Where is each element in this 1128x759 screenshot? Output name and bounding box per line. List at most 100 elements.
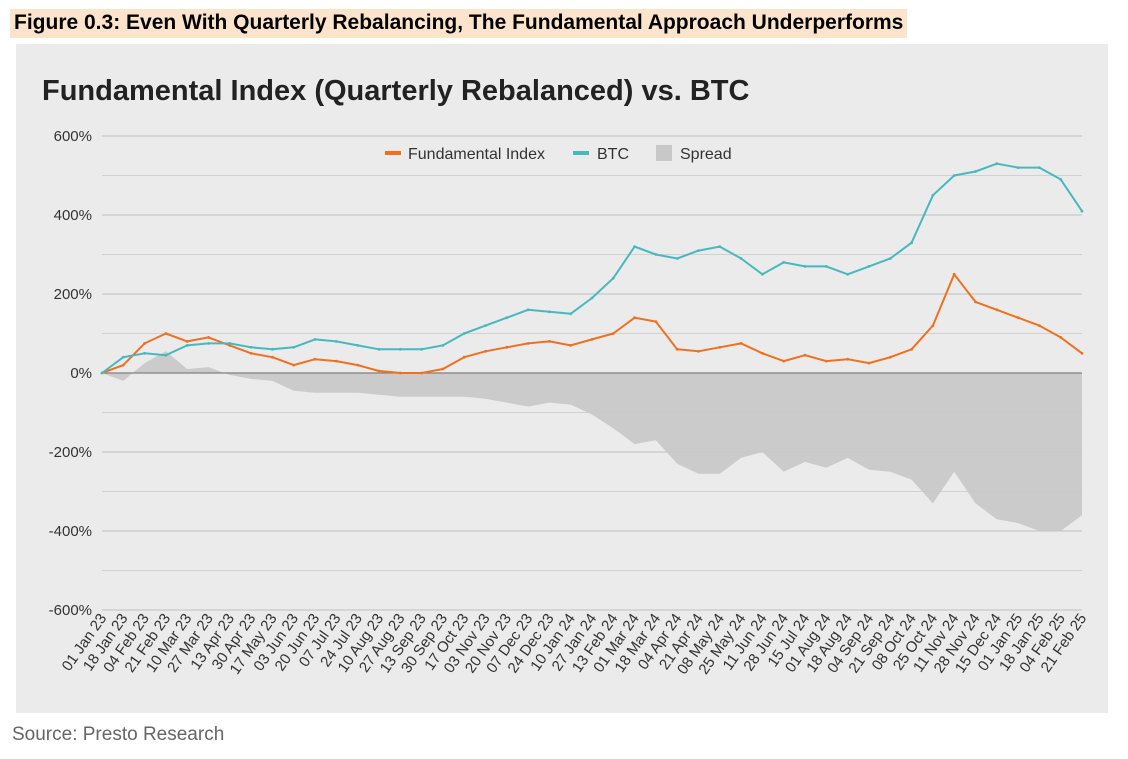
data-point-fundamental <box>420 371 423 375</box>
data-point-fundamental <box>143 342 146 345</box>
data-point-fundamental <box>569 344 573 347</box>
data-point-fundamental <box>249 351 253 355</box>
data-point-fundamental <box>739 342 743 345</box>
legend-label-spread: Spread <box>680 146 732 163</box>
data-point-btc <box>100 371 104 375</box>
data-point-btc <box>718 245 722 249</box>
data-point-btc <box>334 340 338 343</box>
data-point-btc <box>1016 166 1020 169</box>
data-point-btc <box>974 170 977 173</box>
data-point-fundamental <box>654 320 658 323</box>
data-point-fundamental <box>633 316 636 320</box>
data-point-btc <box>484 324 487 327</box>
data-point-btc <box>228 342 232 345</box>
legend: Fundamental Index BTC Spread <box>385 145 732 163</box>
data-point-btc <box>313 338 317 341</box>
spread-area <box>102 351 1082 531</box>
data-point-fundamental <box>484 349 487 353</box>
data-point-fundamental <box>952 272 956 276</box>
data-point-btc <box>867 265 871 268</box>
data-point-fundamental <box>164 332 168 335</box>
data-point-fundamental <box>782 359 786 363</box>
data-point-fundamental <box>505 345 509 349</box>
data-point-btc <box>824 265 828 268</box>
data-point-fundamental <box>313 357 317 361</box>
data-point-fundamental <box>675 347 679 351</box>
data-point-fundamental <box>1016 316 1020 320</box>
data-point-fundamental <box>398 371 402 375</box>
y-tick-label: 0% <box>70 365 92 382</box>
y-tick-label: 400% <box>54 207 92 224</box>
data-point-fundamental <box>526 342 530 345</box>
data-point-fundamental <box>334 359 338 363</box>
data-point-btc <box>611 276 615 280</box>
data-point-btc <box>356 344 360 347</box>
data-point-btc <box>846 272 850 276</box>
data-point-btc <box>441 344 445 347</box>
series-line-fundamental <box>101 273 1083 374</box>
data-point-btc <box>675 257 679 260</box>
data-point-fundamental <box>611 332 615 335</box>
data-point-btc <box>526 308 530 312</box>
data-point-btc <box>292 345 296 349</box>
data-point-fundamental <box>271 355 274 359</box>
data-point-fundamental <box>121 363 125 367</box>
data-point-btc <box>377 347 381 351</box>
legend-swatch-btc <box>573 151 589 155</box>
data-point-btc <box>952 174 956 177</box>
data-point-fundamental <box>590 338 594 341</box>
data-point-fundamental <box>910 347 913 351</box>
figure-title: Figure 0.3: Even With Quarterly Rebalanc… <box>10 9 908 38</box>
data-point-fundamental <box>207 336 210 339</box>
data-point-btc <box>910 241 913 245</box>
legend-item-spread: Spread <box>656 145 732 163</box>
data-point-btc <box>633 245 636 249</box>
data-point-btc <box>143 351 146 355</box>
data-point-fundamental <box>697 349 700 353</box>
data-point-fundamental <box>356 363 360 367</box>
series-line-btc <box>101 162 1083 374</box>
legend-swatch-spread <box>656 145 672 161</box>
data-point-fundamental <box>292 363 296 367</box>
legend-label-btc: BTC <box>597 146 629 163</box>
data-point-btc <box>654 253 658 256</box>
chart-panel: Fundamental Index (Quarterly Rebalanced)… <box>16 44 1108 713</box>
data-point-btc <box>121 355 125 359</box>
data-point-btc <box>590 296 594 300</box>
data-point-btc <box>548 310 551 314</box>
data-point-fundamental <box>185 340 189 343</box>
data-point-btc <box>995 162 999 166</box>
data-point-btc <box>782 261 786 264</box>
spread-area-fill <box>102 351 1082 531</box>
y-tick-label: 200% <box>54 286 92 303</box>
data-point-fundamental <box>888 355 892 359</box>
data-point-fundamental <box>228 344 232 347</box>
y-axis-ticks: 600% 400% 200% 0% -200% -400% -600% <box>49 128 92 619</box>
y-tick-label: -400% <box>49 523 92 540</box>
data-point-btc <box>164 353 168 357</box>
data-point-fundamental <box>377 369 381 373</box>
data-point-btc <box>761 272 764 276</box>
legend-item-btc: BTC <box>573 146 629 163</box>
y-tick-label: 600% <box>54 128 92 145</box>
data-point-fundamental <box>824 359 828 363</box>
source-note: Source: Presto Research <box>12 724 225 745</box>
line-chart: Fundamental Index (Quarterly Rebalanced)… <box>42 75 1090 678</box>
data-point-btc <box>398 347 402 351</box>
data-point-btc <box>1059 178 1063 181</box>
data-point-fundamental <box>1080 351 1084 355</box>
data-point-fundamental <box>761 351 764 355</box>
y-tick-label: -200% <box>49 444 92 461</box>
data-point-btc <box>1038 166 1041 169</box>
data-point-fundamental <box>931 324 935 327</box>
data-point-fundamental <box>974 300 977 304</box>
data-point-btc <box>569 312 573 316</box>
data-point-fundamental <box>441 367 445 371</box>
data-point-btc <box>888 257 892 260</box>
legend-label-fundamental: Fundamental Index <box>408 146 545 163</box>
legend-item-fundamental: Fundamental Index <box>385 146 545 163</box>
data-point-btc <box>462 332 466 335</box>
data-point-btc <box>803 265 807 268</box>
data-point-fundamental <box>803 353 807 357</box>
data-point-fundamental <box>548 340 551 343</box>
